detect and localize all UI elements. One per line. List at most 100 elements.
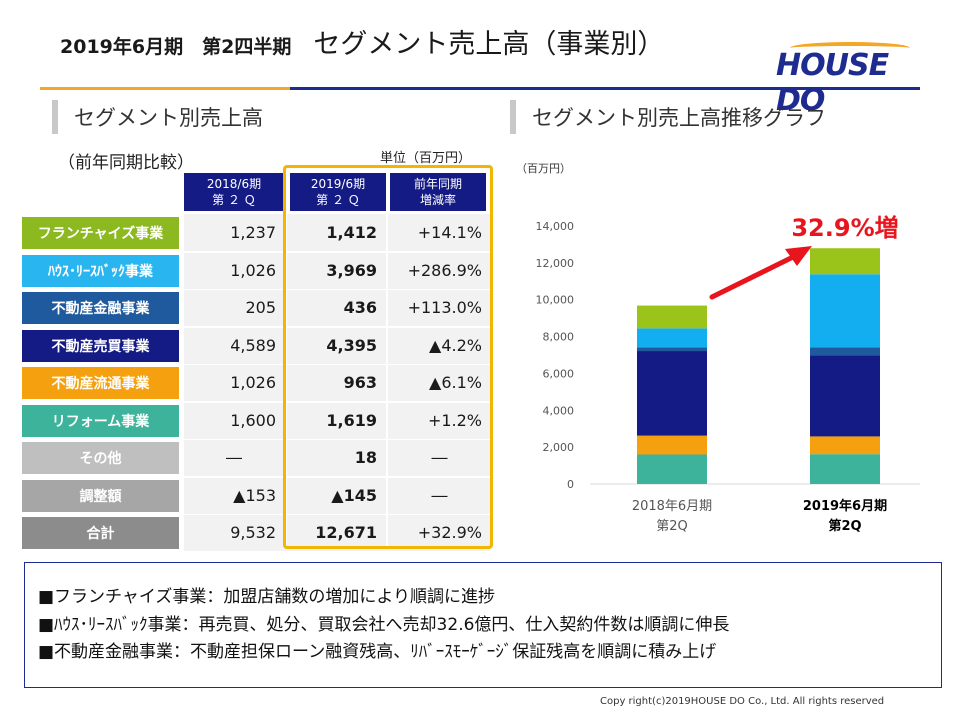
value-change: +32.9% bbox=[417, 523, 482, 542]
segment-label: リフォーム事業 bbox=[22, 404, 179, 437]
table-row bbox=[184, 514, 490, 551]
table-row bbox=[184, 401, 490, 439]
note-line: ■不動産金融事業：不動産担保ローン融資残高、ﾘﾊﾞｰｽﾓｰｹﾞｰｼﾞ保証残高を順… bbox=[38, 642, 717, 662]
y-tick-label: 10,000 bbox=[536, 294, 575, 307]
header-divider-orange bbox=[40, 87, 290, 90]
value-2019: 436 bbox=[343, 298, 377, 317]
segment-label: 合計 bbox=[22, 517, 179, 549]
copyright-text: Copy right(c)2019HOUSE DO Co., Ltd. All … bbox=[600, 696, 885, 707]
notes-box bbox=[24, 562, 942, 688]
y-tick-label: 2,000 bbox=[543, 441, 575, 454]
bar-segment bbox=[810, 454, 880, 484]
value-2018: ― bbox=[226, 448, 242, 467]
bar-segment bbox=[810, 436, 880, 455]
column-header-line2: 第 ２ Ｑ bbox=[316, 193, 360, 207]
value-2018: ▲153 bbox=[233, 485, 276, 505]
row-divider bbox=[184, 401, 490, 403]
x-tick-label: 2018年6月期 bbox=[632, 499, 712, 514]
value-change: ▲6.1% bbox=[429, 373, 482, 392]
table-row bbox=[184, 289, 490, 326]
value-change: ― bbox=[431, 485, 448, 505]
table-row bbox=[184, 364, 490, 401]
row-divider bbox=[184, 289, 490, 290]
value-change: ▲4.2% bbox=[429, 335, 482, 355]
row-divider bbox=[184, 476, 490, 478]
table-row bbox=[184, 251, 490, 289]
segment-stacked-bar-chart: 0 2,000 4,000 6,000 8,000 10,000 12,000 14,000 2… bbox=[536, 214, 920, 534]
x-tick-label: 2019年6月期 bbox=[803, 498, 887, 514]
column-header-line2: 増減率 bbox=[419, 193, 456, 207]
table-row bbox=[184, 476, 490, 514]
section-bar-icon bbox=[52, 100, 58, 134]
value-2019: 12,671 bbox=[315, 523, 377, 542]
value-change: +286.9% bbox=[407, 260, 482, 280]
value-2018: 1,026 bbox=[230, 373, 276, 392]
left-section-title-text: セグメント別売上高 bbox=[74, 106, 263, 130]
bar-segment bbox=[637, 454, 707, 484]
column-header-2018: 2018/6期 第 ２ Ｑ bbox=[184, 173, 284, 211]
value-2018: 1,026 bbox=[230, 260, 276, 280]
logo-swoosh-icon bbox=[790, 42, 910, 54]
row-divider bbox=[184, 251, 490, 253]
note-line: ■ﾊｳｽ･ﾘｰｽﾊﾞｯｸ事業：再売買、処分、買取会社へ売却32.6億円、仕入契約… bbox=[38, 615, 730, 635]
value-2019: 18 bbox=[354, 448, 377, 467]
value-2019: 963 bbox=[343, 373, 377, 392]
chart-unit-label: （百万円） bbox=[516, 162, 571, 175]
value-2019: 3,969 bbox=[326, 260, 377, 280]
bar-segment bbox=[637, 328, 707, 348]
bar-segment bbox=[810, 248, 880, 275]
y-tick-label: 6,000 bbox=[543, 367, 575, 380]
bar-segment bbox=[810, 347, 880, 356]
row-divider bbox=[184, 439, 490, 440]
header-divider-blue bbox=[290, 87, 920, 90]
table-row bbox=[184, 214, 490, 251]
segment-label: ﾊｳｽ･ﾘｰｽﾊﾞｯｸ事業 bbox=[22, 254, 179, 287]
value-change: +14.1% bbox=[417, 223, 482, 242]
row-divider bbox=[184, 514, 490, 515]
section-bar-icon bbox=[510, 100, 516, 134]
column-header-line2: 第 ２ Ｑ bbox=[212, 193, 256, 207]
growth-arrow-icon bbox=[709, 253, 798, 300]
value-2019: 4,395 bbox=[326, 335, 377, 355]
value-change: ― bbox=[431, 448, 448, 467]
segment-label: 不動産売買事業 bbox=[22, 329, 179, 362]
row-divider bbox=[184, 364, 490, 365]
column-header-line1: 前年同期 bbox=[413, 177, 462, 191]
column-header-2019: 2019/6期 第 ２ Ｑ bbox=[290, 173, 386, 211]
value-2019: ▲145 bbox=[331, 485, 377, 505]
segment-label: 不動産流通事業 bbox=[22, 367, 179, 399]
company-logo: HOUSE DO bbox=[776, 38, 926, 118]
segment-label: フランチャイズ事業 bbox=[22, 217, 179, 249]
bar-segment bbox=[637, 435, 707, 455]
left-section-title: セグメント別売上高 bbox=[52, 100, 263, 134]
unit-label: 単位（百万円） bbox=[380, 151, 472, 166]
segment-label: 調整額 bbox=[22, 479, 179, 512]
table-row bbox=[184, 326, 490, 364]
value-2018: 1,600 bbox=[230, 410, 276, 430]
note-line: ■フランチャイズ事業：加盟店舗数の増加により順調に進捗 bbox=[38, 587, 496, 607]
y-tick-label: 4,000 bbox=[543, 404, 575, 417]
growth-annotation: 32.9%増 bbox=[791, 214, 898, 242]
comparison-note: （前年同期比較） bbox=[58, 153, 194, 173]
value-2019: 1,412 bbox=[326, 223, 377, 242]
y-tick-label: 8,000 bbox=[543, 331, 575, 344]
value-2018: 1,237 bbox=[230, 223, 276, 242]
y-tick-label: 0 bbox=[567, 478, 574, 491]
value-2018: 4,589 bbox=[230, 335, 276, 355]
segment-label: 不動産金融事業 bbox=[22, 292, 179, 324]
right-section-title: セグメント別売上高推移グラフ bbox=[510, 100, 826, 134]
value-change: +113.0% bbox=[407, 298, 482, 317]
period-label: 2019年6月期 第2四半期 bbox=[60, 36, 292, 58]
x-tick-label: 第2Q bbox=[656, 519, 688, 534]
column-header-change: 前年同期 増減率 bbox=[390, 173, 486, 211]
bar-segment bbox=[637, 305, 707, 329]
value-2018: 205 bbox=[245, 298, 276, 317]
arrow-head-icon bbox=[785, 246, 812, 266]
column-divider bbox=[386, 213, 388, 546]
page-title: セグメント売上高（事業別） bbox=[313, 29, 665, 60]
x-tick-label: 第2Q bbox=[828, 518, 861, 534]
y-tick-label: 12,000 bbox=[536, 257, 575, 270]
table-row bbox=[184, 439, 490, 476]
value-change: +1.2% bbox=[427, 410, 482, 430]
bar-segment bbox=[810, 355, 880, 437]
